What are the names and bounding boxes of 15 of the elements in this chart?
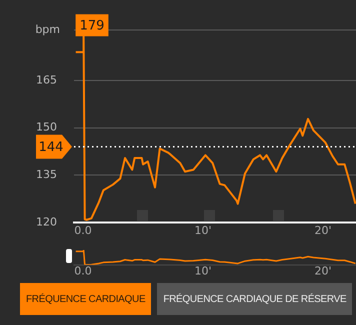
x-tick-label: 10'	[194, 224, 212, 237]
y-tick-label: 150	[36, 120, 57, 134]
x-tick-label: 20'	[314, 264, 332, 278]
x-tick-label: 20'	[314, 224, 332, 237]
text: FRÉQUENCE CARDIAQUE	[20, 283, 152, 315]
x-tick-label: 0.0	[74, 224, 92, 237]
text: FRÉQUENCE CARDIAQUE DE RÉSERVE	[157, 283, 352, 315]
y-tick-label: 135	[36, 168, 57, 181]
y-tick-label: 120	[36, 215, 57, 228]
y-axis-title: bpm	[35, 22, 60, 36]
x-tick-label: 10'	[194, 264, 212, 278]
x-tick-label: 0.0	[74, 264, 92, 278]
ref-line-label: 144	[38, 140, 64, 156]
annotation: 179	[80, 18, 104, 34]
y-tick-label: 165	[36, 73, 57, 86]
